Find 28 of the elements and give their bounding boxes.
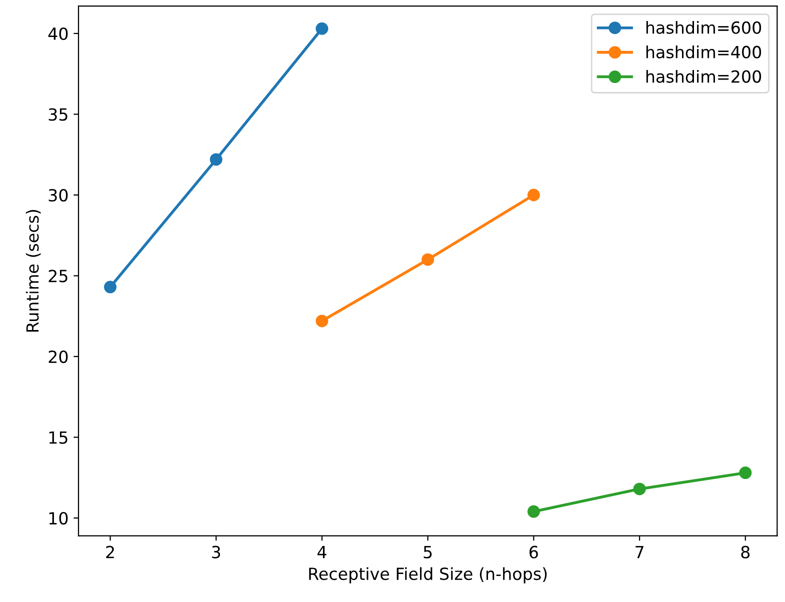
x-tick-label: 2 <box>106 546 114 558</box>
x-tick-label: 3 <box>212 546 220 558</box>
x-tick-label: 6 <box>530 546 538 558</box>
y-tick-label: 35 <box>48 108 68 121</box>
point <box>633 482 646 496</box>
legend-label: hashdim=400 <box>646 45 762 58</box>
y-tick-label: 25 <box>48 270 68 282</box>
point <box>739 466 752 480</box>
y-tick-label: 15 <box>49 431 68 444</box>
y-tick-label: 40 <box>48 27 68 40</box>
y-axis-title: Runtime (secs) <box>26 210 41 332</box>
y-tick-label: 10 <box>49 512 68 525</box>
point <box>316 22 328 35</box>
point <box>316 314 328 328</box>
x-tick-label: 5 <box>424 546 432 558</box>
x-tick-label: 7 <box>636 546 644 558</box>
y-tick-label: 20 <box>48 350 68 364</box>
x-axis-title: Receptive Field Size (n-hops) <box>309 567 547 584</box>
legend-label: hashdim=200 <box>646 70 762 83</box>
x-tick-label: 4 <box>317 546 326 558</box>
point <box>527 505 540 518</box>
point <box>104 280 117 294</box>
point <box>210 153 222 166</box>
point <box>527 188 540 202</box>
point <box>422 253 434 266</box>
legend-label: hashdim=600 <box>646 21 762 34</box>
x-tick-label: 8 <box>741 546 750 558</box>
y-tick-label: 30 <box>48 188 68 202</box>
